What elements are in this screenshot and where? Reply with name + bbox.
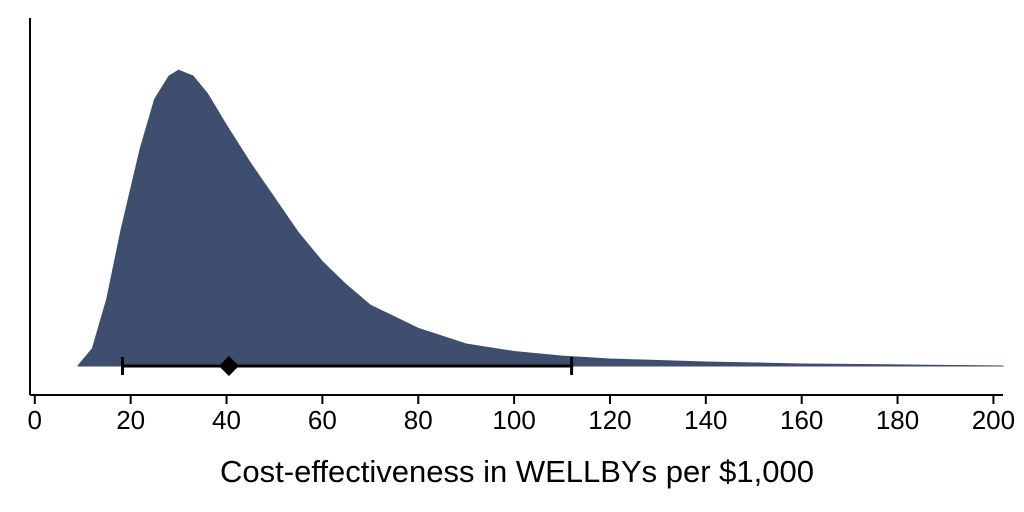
x-tick-label: 200 — [972, 405, 1015, 435]
x-axis-label: Cost-effectiveness in WELLBYs per $1,000 — [220, 454, 814, 489]
x-tick-label: 20 — [116, 405, 145, 435]
x-tick-label: 60 — [308, 405, 337, 435]
x-tick-label: 80 — [404, 405, 433, 435]
point-estimate — [218, 356, 239, 376]
density-area — [77, 69, 1004, 367]
x-tick-label: 0 — [28, 405, 42, 435]
x-tick-label: 100 — [492, 405, 535, 435]
x-tick-label: 40 — [212, 405, 241, 435]
x-tick-label: 120 — [588, 405, 631, 435]
x-tick-label: 180 — [876, 405, 919, 435]
x-tick-label: 140 — [684, 405, 727, 435]
x-tick-label: 160 — [780, 405, 823, 435]
